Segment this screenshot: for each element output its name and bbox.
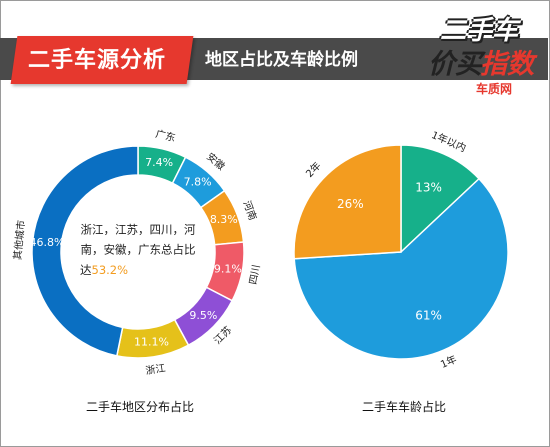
pie-slice-1	[293, 177, 509, 360]
donut-category-label-0: 广东	[154, 127, 176, 144]
donut-category-label-1: 安徽	[204, 150, 228, 173]
logo-site: 车质网	[475, 82, 512, 96]
donut-value-label-1: 7.8%	[184, 176, 212, 189]
donut-center-line3: 达53.2%	[80, 263, 128, 277]
logo-line1: 二手车	[439, 16, 518, 46]
header-title: 二手车源分析	[28, 48, 167, 73]
donut-category-label-4: 江苏	[211, 323, 234, 346]
donut-category-label-5: 浙江	[145, 362, 167, 377]
donut-value-label-5: 11.1%	[134, 336, 169, 349]
pie-slice-0	[400, 144, 481, 254]
pie-value-label-0: 13%	[415, 181, 442, 195]
pie-value-label-2: 26%	[337, 197, 364, 211]
donut-category-label-2: 河南	[240, 199, 259, 222]
donut-slice-6	[31, 145, 139, 357]
donut-value-label-4: 9.5%	[189, 309, 217, 322]
pie-category-label-2: 2年	[303, 159, 324, 180]
donut-value-label-3: 9.1%	[214, 262, 242, 275]
pie-category-label-1: 1年	[438, 352, 458, 370]
donut-value-label-6: 46.8%	[29, 236, 64, 249]
donut-value-label-2: 8.3%	[210, 213, 238, 226]
logo-char-zhishu: 指数	[480, 49, 534, 80]
pie-value-label-1: 61%	[415, 308, 442, 322]
header-subtitle: 地区占比及车龄比例	[205, 50, 358, 70]
donut-category-label-6: 其他城市	[11, 219, 28, 260]
brand-logo: 二手车 价买 指数 车质网	[418, 6, 538, 98]
logo-line2: 价买 指数	[420, 42, 536, 80]
donut-category-label-3: 四川	[248, 264, 263, 286]
age-chart-title: 二手车车龄占比	[362, 400, 447, 414]
donut-center-line2: 南，安徽，广东总占比	[81, 243, 196, 257]
region-chart-title: 二手车地区分布占比	[86, 400, 195, 414]
donut-center-line1: 浙江，江苏，四川，河	[81, 223, 196, 237]
logo-char-jia: 价买	[428, 49, 482, 80]
donut-value-label-0: 7.4%	[145, 156, 173, 169]
pie-slice-2	[293, 144, 402, 260]
